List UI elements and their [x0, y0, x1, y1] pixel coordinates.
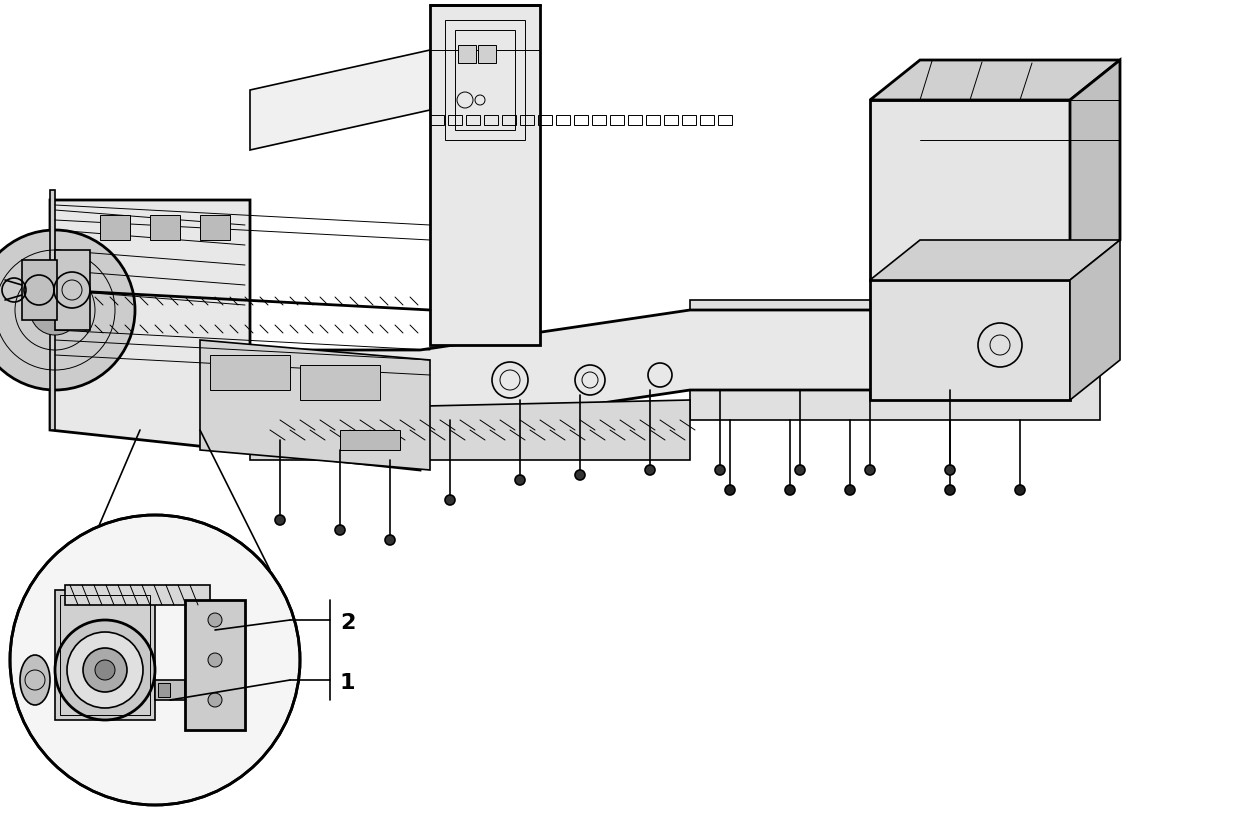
Circle shape — [208, 693, 222, 707]
Bar — [718, 115, 732, 125]
Bar — [300, 365, 379, 400]
Circle shape — [785, 485, 795, 495]
Circle shape — [10, 515, 300, 805]
Bar — [448, 115, 463, 125]
Bar — [574, 115, 588, 125]
Circle shape — [945, 465, 955, 475]
Circle shape — [0, 230, 135, 390]
Bar — [458, 45, 476, 63]
Bar — [682, 115, 696, 125]
Bar — [870, 280, 1070, 400]
Bar — [591, 115, 606, 125]
Polygon shape — [250, 400, 689, 460]
Bar — [210, 355, 290, 390]
Ellipse shape — [20, 655, 50, 705]
Bar — [64, 585, 210, 605]
Bar — [22, 260, 57, 320]
Circle shape — [1016, 485, 1025, 495]
Polygon shape — [1070, 240, 1120, 400]
Polygon shape — [689, 300, 1100, 420]
Bar — [484, 115, 498, 125]
Polygon shape — [50, 190, 55, 430]
Circle shape — [945, 485, 955, 495]
Bar — [455, 30, 515, 130]
Circle shape — [725, 485, 735, 495]
Circle shape — [715, 465, 725, 475]
Polygon shape — [870, 60, 1120, 100]
Circle shape — [83, 648, 126, 692]
Bar — [150, 215, 180, 240]
Polygon shape — [200, 340, 430, 470]
Text: 2: 2 — [340, 613, 356, 633]
Circle shape — [795, 465, 805, 475]
Circle shape — [208, 653, 222, 667]
Text: 1: 1 — [340, 673, 356, 693]
Circle shape — [208, 613, 222, 627]
Bar — [430, 115, 444, 125]
Bar — [646, 115, 660, 125]
Circle shape — [445, 495, 455, 505]
Circle shape — [575, 470, 585, 480]
Bar — [155, 680, 185, 700]
Bar — [55, 590, 155, 720]
Circle shape — [384, 535, 396, 545]
Bar — [200, 215, 229, 240]
Bar — [556, 115, 570, 125]
Polygon shape — [1070, 60, 1120, 280]
Circle shape — [275, 515, 285, 525]
Bar — [445, 20, 525, 140]
Bar — [870, 100, 1070, 280]
Bar — [55, 250, 91, 330]
Bar — [477, 45, 496, 63]
Circle shape — [95, 660, 115, 680]
Bar — [520, 115, 534, 125]
Circle shape — [67, 632, 143, 708]
Polygon shape — [50, 200, 1050, 470]
Bar — [340, 430, 401, 450]
Bar — [100, 215, 130, 240]
Bar — [627, 115, 642, 125]
Bar — [701, 115, 714, 125]
Bar — [157, 683, 170, 697]
Bar — [610, 115, 624, 125]
Bar — [538, 115, 552, 125]
Bar — [430, 5, 539, 345]
Polygon shape — [870, 240, 1120, 280]
Circle shape — [515, 475, 525, 485]
Bar — [60, 595, 150, 715]
Circle shape — [866, 465, 875, 475]
Bar — [185, 600, 246, 730]
Circle shape — [335, 525, 345, 535]
Circle shape — [30, 285, 81, 335]
Bar — [502, 115, 516, 125]
Circle shape — [645, 465, 655, 475]
Bar — [663, 115, 678, 125]
Circle shape — [844, 485, 856, 495]
Bar — [466, 115, 480, 125]
Polygon shape — [250, 50, 430, 150]
Circle shape — [55, 620, 155, 720]
